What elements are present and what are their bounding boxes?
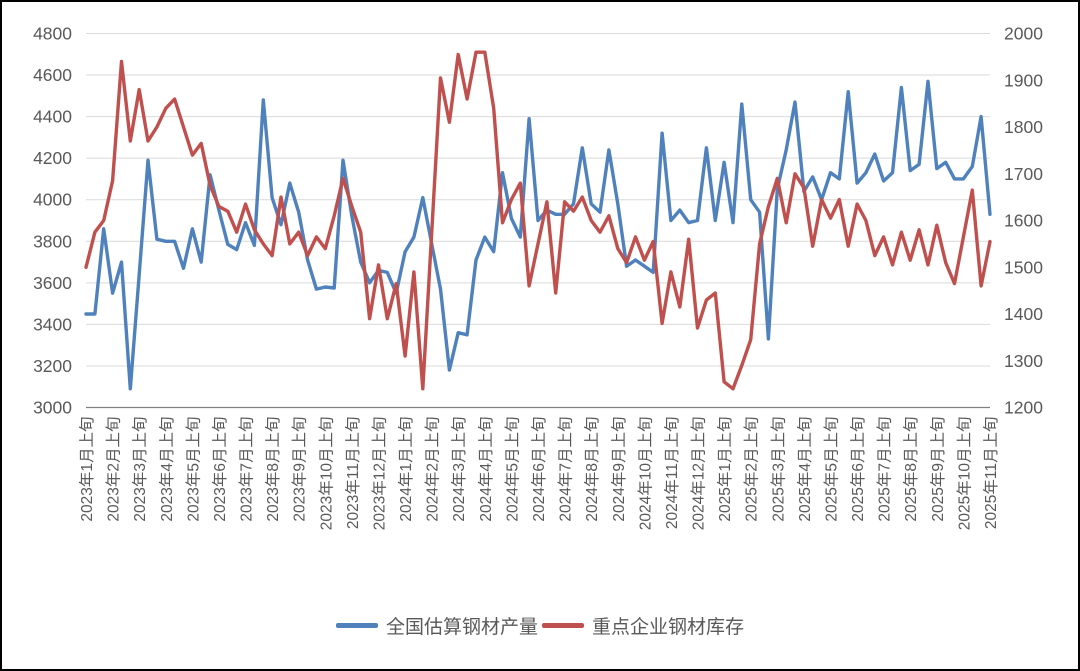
x-axis-label: 2025年10月上旬 xyxy=(955,417,973,531)
x-axis-label: 2023年11月上旬 xyxy=(344,417,362,530)
x-axis-label: 2024年6月上旬 xyxy=(530,417,548,522)
x-axis-label: 2025年3月上旬 xyxy=(769,417,787,522)
x-axis-label: 2025年11月上旬 xyxy=(982,417,1000,530)
y-axis-label-right: 1500 xyxy=(1004,257,1043,277)
x-axis-label: 2023年3月上旬 xyxy=(131,417,149,522)
y-axis-label-left: 4000 xyxy=(33,190,72,210)
x-axis-label: 2023年2月上旬 xyxy=(105,417,123,522)
x-axis-label: 2023年7月上旬 xyxy=(238,417,256,522)
x-axis-label: 2023年4月上旬 xyxy=(158,417,176,522)
y-axis-label-right: 1200 xyxy=(1004,398,1043,418)
y-axis-label-right: 1700 xyxy=(1004,164,1043,184)
legend-item-production: 全国估算钢材产量 xyxy=(335,612,538,639)
y-axis-label-right: 1400 xyxy=(1004,304,1043,324)
x-axis-label: 2025年6月上旬 xyxy=(849,417,867,522)
x-axis-label: 2025年8月上旬 xyxy=(902,417,920,522)
legend-label-inventory: 重点企业钢材库存 xyxy=(592,617,745,638)
x-axis-label: 2024年5月上旬 xyxy=(503,417,521,522)
legend-label-production: 全国估算钢材产量 xyxy=(385,617,538,638)
x-axis-label: 2024年8月上旬 xyxy=(583,417,601,522)
y-axis-label-right: 1900 xyxy=(1004,70,1043,90)
y-axis-label-left: 4400 xyxy=(33,107,72,127)
chart-legend: 全国估算钢材产量 重点企业钢材库存 xyxy=(2,612,1078,639)
legend-line-swatch-inventory xyxy=(542,623,584,628)
y-axis-label-right: 1800 xyxy=(1004,117,1043,137)
x-axis-label: 2025年4月上旬 xyxy=(796,417,814,522)
x-axis-label: 2023年6月上旬 xyxy=(211,417,229,522)
y-axis-label-left: 4200 xyxy=(33,148,72,168)
x-axis-label: 2025年7月上旬 xyxy=(876,417,894,522)
y-axis-label-left: 3200 xyxy=(33,356,72,376)
y-axis-label-left: 4600 xyxy=(33,65,72,85)
x-axis-label: 2025年2月上旬 xyxy=(743,417,761,522)
x-axis-label: 2024年12月上旬 xyxy=(690,417,708,531)
y-axis-label-left: 3400 xyxy=(33,314,72,334)
x-axis-label: 2024年3月上旬 xyxy=(450,417,468,522)
y-axis-label-left: 3000 xyxy=(33,398,72,418)
x-axis-label: 2023年12月上旬 xyxy=(370,417,388,531)
y-axis-label-left: 3600 xyxy=(33,273,72,293)
series-line-production xyxy=(84,79,992,391)
x-axis-label: 2024年9月上旬 xyxy=(610,417,628,522)
x-axis-label: 2024年4月上旬 xyxy=(477,416,495,521)
x-axis-label: 2023年1月上旬 xyxy=(78,417,96,522)
x-axis-label: 2025年5月上旬 xyxy=(822,417,840,522)
legend-item-inventory: 重点企业钢材库存 xyxy=(542,612,744,639)
x-axis-label: 2023年8月上旬 xyxy=(264,417,282,522)
y-axis-label-right: 1300 xyxy=(1004,351,1043,371)
x-axis-label: 2024年1月上旬 xyxy=(397,417,415,522)
x-axis-label: 2025年9月上旬 xyxy=(929,416,947,521)
x-axis-label: 2024年11月上旬 xyxy=(663,417,681,530)
x-axis-label: 2024年7月上旬 xyxy=(557,417,575,522)
series-line-inventory xyxy=(84,50,992,391)
x-axis-label: 2023年5月上旬 xyxy=(184,417,202,522)
x-axis-label: 2023年10月上旬 xyxy=(317,417,335,531)
legend-line-swatch-production xyxy=(335,623,378,628)
x-axis-label: 2024年2月上旬 xyxy=(424,417,442,522)
x-axis-label: 2023年9月上旬 xyxy=(291,417,309,522)
y-axis-label-right: 1600 xyxy=(1004,211,1043,231)
x-axis-label: 2024年10月上旬 xyxy=(636,417,654,531)
y-axis-label-left: 4800 xyxy=(33,24,72,44)
y-axis-label-right: 2000 xyxy=(1004,24,1043,44)
y-axis-label-left: 3800 xyxy=(33,231,72,251)
x-axis-label: 2025年1月上旬 xyxy=(716,417,734,522)
